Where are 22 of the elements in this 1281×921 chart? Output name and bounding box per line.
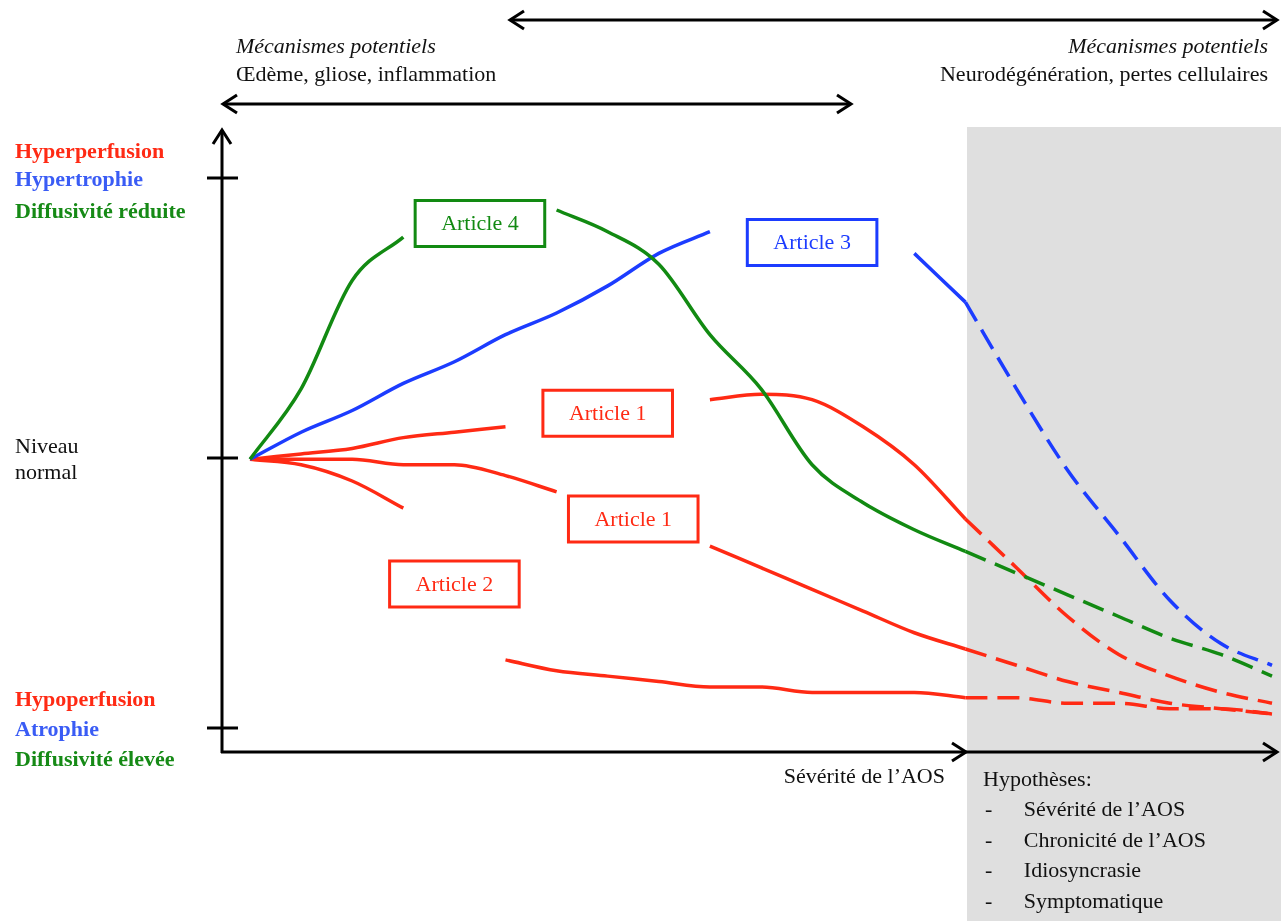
text: Hyperperfusion [15, 138, 165, 164]
text: Diffusivité réduite [15, 198, 186, 224]
text: - Symptomatique [985, 888, 1164, 913]
text: Atrophie [15, 716, 99, 742]
text: Hypertrophie [15, 166, 143, 192]
text: Niveau normal [15, 433, 80, 485]
text: Œdème, gliose, inflammation [236, 61, 497, 87]
text: Hypothèses: [983, 766, 1092, 792]
text: Diffusivité élevée [15, 746, 175, 772]
text: - Idiosyncrasie [985, 857, 1142, 882]
series-label: Article 4 [441, 210, 519, 236]
x-axis-title: Sévérité de l’AOS [783, 763, 945, 789]
text: Article 3 [773, 229, 851, 255]
series-label: Article 1 [594, 505, 673, 531]
text: Hypoperfusion [15, 686, 156, 712]
text: Neurodégénération, pertes cellulaires [939, 61, 1268, 87]
text: - Sévérité de l’AOS [985, 796, 1186, 821]
text: - Chronicité de l’AOS [985, 827, 1206, 852]
text: Article 1 [568, 400, 647, 426]
text: Article 2 [415, 570, 494, 596]
text: Mécanismes potentiels [236, 33, 436, 59]
text: Mécanismes potentiels [1068, 33, 1268, 59]
